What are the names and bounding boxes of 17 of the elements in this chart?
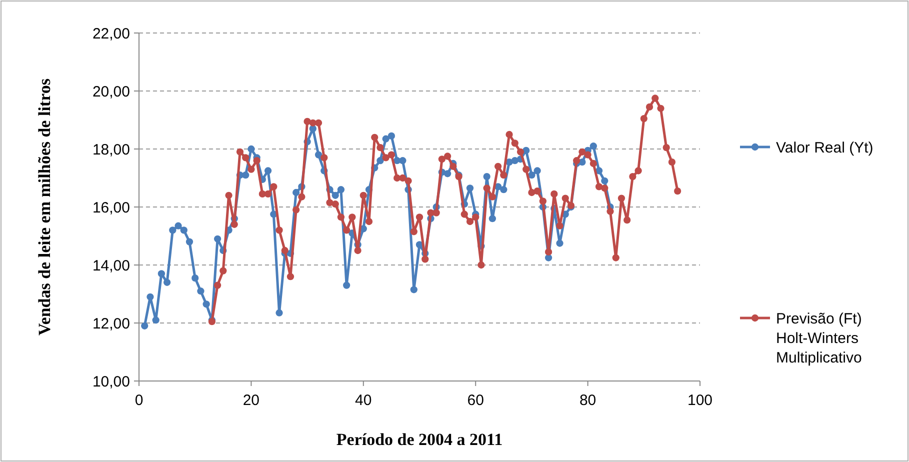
x-tick-label: 20 (242, 392, 260, 409)
y-tick-label: 16,00 (92, 199, 130, 216)
y-tick-label: 18,00 (92, 141, 130, 158)
x-tick-label: 60 (467, 392, 484, 409)
x-tick-label: 0 (134, 392, 144, 409)
y-tick-label: 14,00 (92, 257, 130, 274)
x-tick-label: 40 (355, 392, 372, 409)
y-tick-label: 10,00 (92, 373, 130, 390)
x-axis-title: Período de 2004 a 2011 (336, 430, 503, 449)
legend-label: Valor Real (Yt) (776, 139, 874, 156)
x-tick-label: 100 (687, 392, 713, 409)
y-axis-title: Vendas de leite em milhões de litros (35, 78, 54, 336)
legend-label: Previsão (Ft) Holt-Winters Multiplicativo (776, 310, 862, 366)
y-tick-label: 22,00 (92, 25, 130, 42)
y-tick-label: 20,00 (92, 83, 130, 100)
y-tick-label: 12,00 (92, 315, 130, 332)
x-tick-label: 80 (579, 392, 596, 409)
